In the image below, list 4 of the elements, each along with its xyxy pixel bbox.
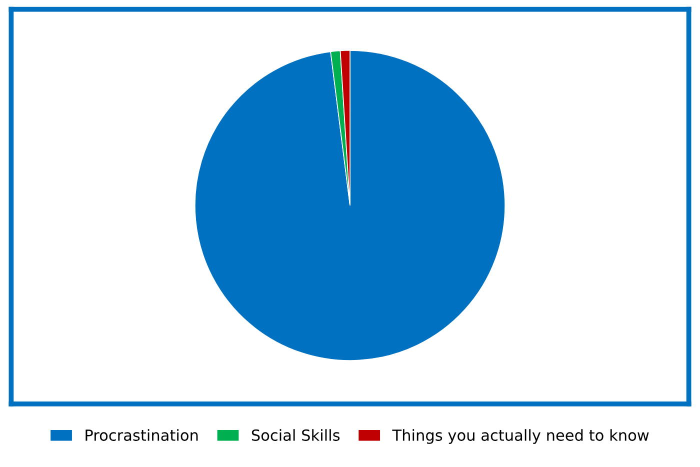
- pie-slice: [194, 50, 506, 361]
- legend-label: Things you actually need to know: [392, 429, 649, 444]
- legend-label: Social Skills: [252, 429, 340, 441]
- legend-label: Procrastination: [86, 429, 198, 441]
